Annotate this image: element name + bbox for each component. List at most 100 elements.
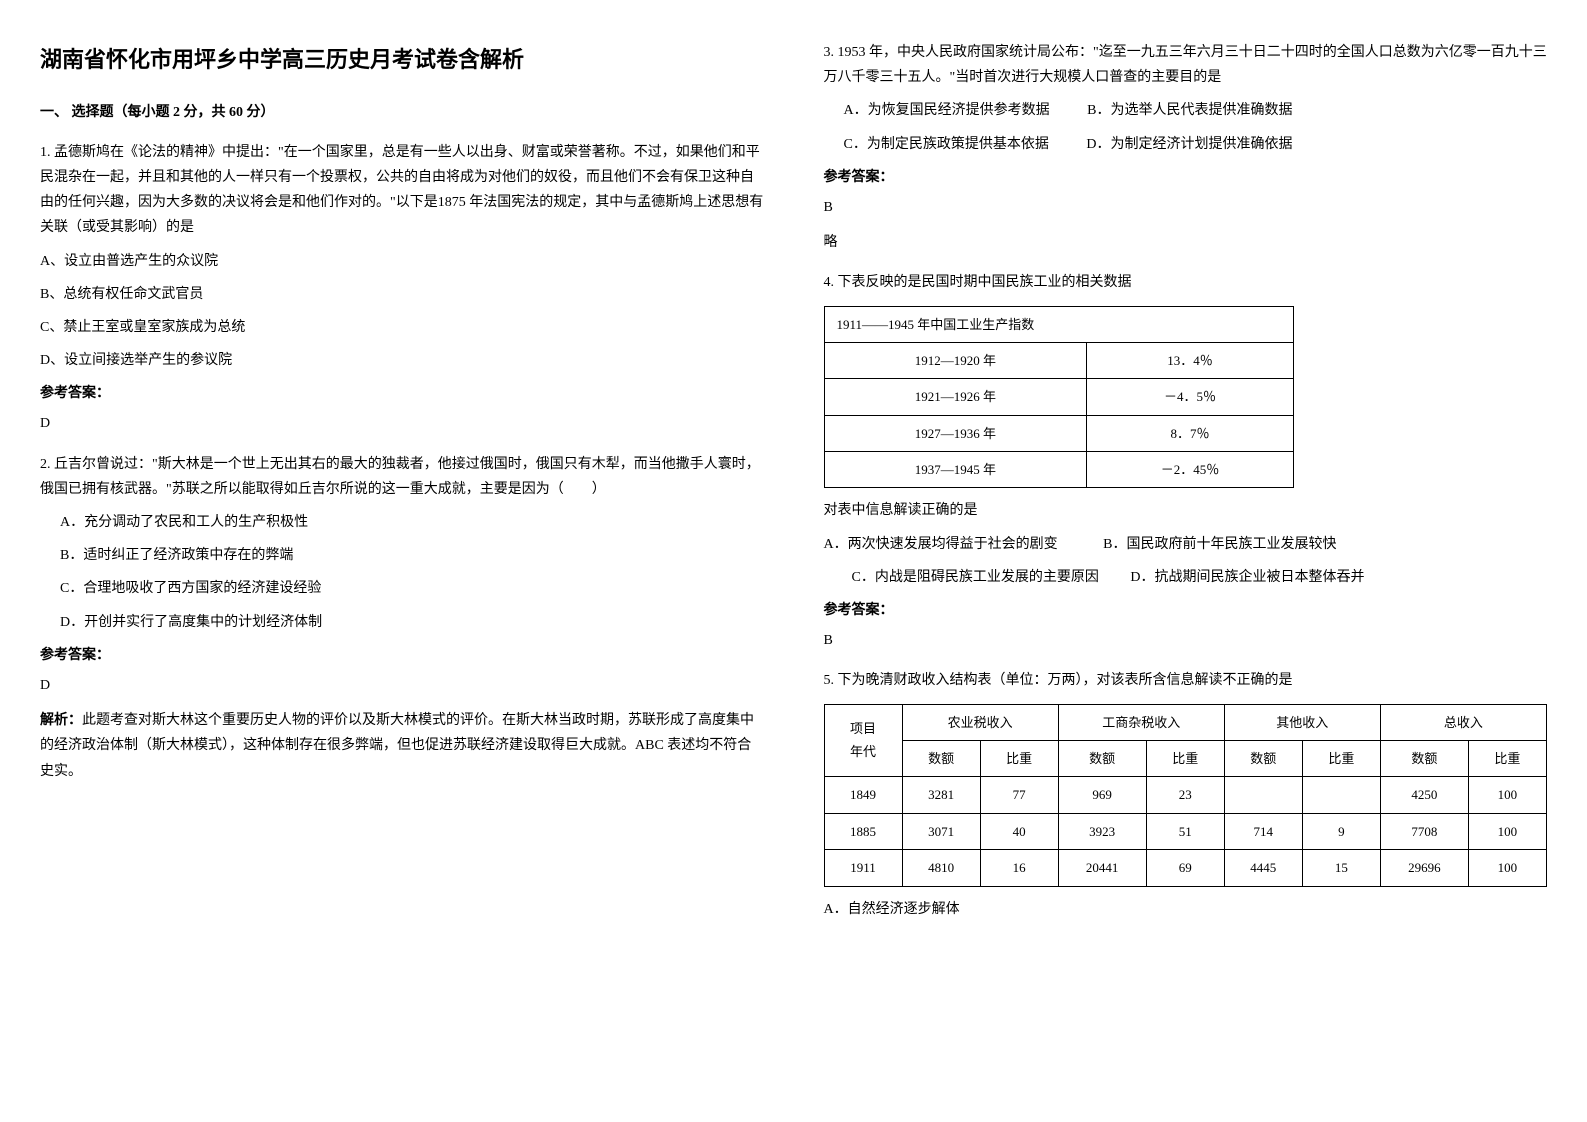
options-4-row2: C．内战是阻碍民族工业发展的主要原因 D．抗战期间民族企业被日本整体吞并 bbox=[824, 565, 1548, 590]
table-q5-r1-v7: 7708 bbox=[1380, 813, 1468, 849]
question-3: 3. 1953 年，中央人民政府国家统计局公布："迄至一九五三年六月三十日二十四… bbox=[824, 40, 1548, 255]
table-q4-title: 1911——1945 年中国工业生产指数 bbox=[824, 306, 1293, 342]
option-1a: A、设立由普选产生的众议院 bbox=[40, 249, 764, 274]
table-q5-h-col2: 农业税收入 bbox=[902, 704, 1058, 740]
table-q5-r0-v7: 4250 bbox=[1380, 777, 1468, 813]
question-5-text: 5. 下为晚清财政收入结构表（单位：万两），对该表所含信息解读不正确的是 bbox=[824, 668, 1548, 693]
table-q5-r2-v8: 100 bbox=[1468, 850, 1546, 886]
question-4-subtext: 对表中信息解读正确的是 bbox=[824, 498, 1548, 523]
answer-3-note: 略 bbox=[824, 230, 1548, 255]
table-q5-r2-v2: 16 bbox=[980, 850, 1058, 886]
table-q4-row-1: 1921—1926 年 －4．5％ bbox=[824, 379, 1293, 415]
answer-3-label: 参考答案： bbox=[824, 165, 1548, 190]
table-q5-h-col1-top: 项目 bbox=[837, 717, 890, 740]
table-q5-row-2: 1911 4810 16 20441 69 4445 15 29696 100 bbox=[824, 850, 1547, 886]
table-q5-r1-v4: 51 bbox=[1146, 813, 1224, 849]
option-4b: B．国民政府前十年民族工业发展较快 bbox=[1103, 537, 1336, 552]
table-q4-r2-value: 8．7％ bbox=[1087, 415, 1294, 451]
table-q5-r1-v5: 714 bbox=[1224, 813, 1302, 849]
table-q5-r0-v4: 23 bbox=[1146, 777, 1224, 813]
answer-3: B bbox=[824, 195, 1548, 220]
table-q5-r1-v6: 9 bbox=[1302, 813, 1380, 849]
option-5a: A．自然经济逐步解体 bbox=[824, 897, 1548, 922]
question-5: 5. 下为晚清财政收入结构表（单位：万两），对该表所含信息解读不正确的是 项目 … bbox=[824, 668, 1548, 921]
table-q5-sh-c7: 数额 bbox=[1380, 740, 1468, 776]
table-q5-h-col1-bottom: 年代 bbox=[837, 740, 890, 763]
explanation-2: 解析：此题考查对斯大林这个重要历史人物的评价以及斯大林模式的评价。在斯大林当政时… bbox=[40, 708, 764, 784]
table-q5-row-1: 1885 3071 40 3923 51 714 9 7708 100 bbox=[824, 813, 1547, 849]
table-q5-sh-c1: 数额 bbox=[902, 740, 980, 776]
explanation-2-label: 解析： bbox=[40, 713, 82, 728]
table-q5-sh-c8: 比重 bbox=[1468, 740, 1546, 776]
table-q4-r3-value: －2．45％ bbox=[1087, 452, 1294, 488]
table-q5-sh-c3: 数额 bbox=[1058, 740, 1146, 776]
explanation-2-text: 此题考查对斯大林这个重要历史人物的评价以及斯大林模式的评价。在斯大林当政时期，苏… bbox=[40, 713, 754, 778]
table-q4-title-row: 1911——1945 年中国工业生产指数 bbox=[824, 306, 1293, 342]
option-3c: C．为制定民族政策提供基本依据 bbox=[844, 137, 1049, 152]
table-q5-sh-c4: 比重 bbox=[1146, 740, 1224, 776]
option-4a: A．两次快速发展均得益于社会的剧变 bbox=[824, 537, 1058, 552]
table-q4-r1-period: 1921—1926 年 bbox=[824, 379, 1087, 415]
table-q5-r2-v3: 20441 bbox=[1058, 850, 1146, 886]
table-q5-r2-v5: 4445 bbox=[1224, 850, 1302, 886]
table-q5-r0-v2: 77 bbox=[980, 777, 1058, 813]
table-q5-r2-v7: 29696 bbox=[1380, 850, 1468, 886]
table-q5-r1-v1: 3071 bbox=[902, 813, 980, 849]
table-q5-r0-year: 1849 bbox=[824, 777, 902, 813]
options-3-row1: A．为恢复国民经济提供参考数据 B．为选举人民代表提供准确数据 bbox=[824, 98, 1548, 123]
option-3d: D．为制定经济计划提供准确依据 bbox=[1086, 137, 1292, 152]
answer-4-label: 参考答案： bbox=[824, 598, 1548, 623]
table-q5-r2-v4: 69 bbox=[1146, 850, 1224, 886]
option-3b: B．为选举人民代表提供准确数据 bbox=[1087, 103, 1292, 118]
table-q5-r0-v1: 3281 bbox=[902, 777, 980, 813]
option-2b: B．适时纠正了经济政策中存在的弊端 bbox=[60, 543, 764, 568]
table-q4-row-0: 1912—1920 年 13．4％ bbox=[824, 342, 1293, 378]
table-q5-row-0: 1849 3281 77 969 23 4250 100 bbox=[824, 777, 1547, 813]
table-q5-sh-c6: 比重 bbox=[1302, 740, 1380, 776]
page-title: 湖南省怀化市用坪乡中学高三历史月考试卷含解析 bbox=[40, 40, 764, 80]
question-2: 2. 丘吉尔曾说过："斯大林是一个世上无出其右的最大的独裁者，他接过俄国时，俄国… bbox=[40, 452, 764, 784]
answer-1: D bbox=[40, 411, 764, 436]
answer-2: D bbox=[40, 673, 764, 698]
table-q5-r1-v2: 40 bbox=[980, 813, 1058, 849]
option-2d: D．开创并实行了高度集中的计划经济体制 bbox=[60, 610, 764, 635]
option-2a: A．充分调动了农民和工人的生产积极性 bbox=[60, 510, 764, 535]
table-q5-h-col1: 项目 年代 bbox=[824, 704, 902, 777]
question-3-text: 3. 1953 年，中央人民政府国家统计局公布："迄至一九五三年六月三十日二十四… bbox=[824, 40, 1548, 90]
table-q5-r0-v6 bbox=[1302, 777, 1380, 813]
option-4c: C．内战是阻碍民族工业发展的主要原因 bbox=[852, 570, 1099, 585]
question-1-text: 1. 孟德斯鸠在《论法的精神》中提出："在一个国家里，总是有一些人以出身、财富或… bbox=[40, 140, 764, 241]
option-3a: A．为恢复国民经济提供参考数据 bbox=[844, 103, 1050, 118]
table-q4-row-3: 1937—1945 年 －2．45％ bbox=[824, 452, 1293, 488]
table-q5-sh-c5: 数额 bbox=[1224, 740, 1302, 776]
table-q5-subheader-row: 数额 比重 数额 比重 数额 比重 数额 比重 bbox=[824, 740, 1547, 776]
table-q5-r1-year: 1885 bbox=[824, 813, 902, 849]
table-q5-r1-v8: 100 bbox=[1468, 813, 1546, 849]
option-1d: D、设立间接选举产生的参议院 bbox=[40, 348, 764, 373]
table-q5-r2-v6: 15 bbox=[1302, 850, 1380, 886]
option-2c: C．合理地吸收了西方国家的经济建设经验 bbox=[60, 576, 764, 601]
options-3-row2: C．为制定民族政策提供基本依据 D．为制定经济计划提供准确依据 bbox=[824, 132, 1548, 157]
question-1: 1. 孟德斯鸠在《论法的精神》中提出："在一个国家里，总是有一些人以出身、财富或… bbox=[40, 140, 764, 437]
table-q5-r0-v5 bbox=[1224, 777, 1302, 813]
question-2-text: 2. 丘吉尔曾说过："斯大林是一个世上无出其右的最大的独裁者，他接过俄国时，俄国… bbox=[40, 452, 764, 502]
answer-1-label: 参考答案： bbox=[40, 381, 764, 406]
table-q5-h-col3: 工商杂税收入 bbox=[1058, 704, 1224, 740]
table-q4-row-2: 1927—1936 年 8．7％ bbox=[824, 415, 1293, 451]
answer-2-label: 参考答案： bbox=[40, 643, 764, 668]
section-header: 一、 选择题（每小题 2 分，共 60 分） bbox=[40, 100, 764, 125]
table-q5-r2-year: 1911 bbox=[824, 850, 902, 886]
table-q5-sh-c2: 比重 bbox=[980, 740, 1058, 776]
table-q4-r3-period: 1937—1945 年 bbox=[824, 452, 1087, 488]
table-q5-r0-v3: 969 bbox=[1058, 777, 1146, 813]
table-q4-r2-period: 1927—1936 年 bbox=[824, 415, 1087, 451]
table-q5-h-col5: 总收入 bbox=[1380, 704, 1546, 740]
option-1c: C、禁止王室或皇室家族成为总统 bbox=[40, 315, 764, 340]
question-4-text: 4. 下表反映的是民国时期中国民族工业的相关数据 bbox=[824, 270, 1548, 295]
table-q5-r0-v8: 100 bbox=[1468, 777, 1546, 813]
option-4d: D．抗战期间民族企业被日本整体吞并 bbox=[1130, 570, 1364, 585]
options-4-row1: A．两次快速发展均得益于社会的剧变 B．国民政府前十年民族工业发展较快 bbox=[824, 532, 1548, 557]
table-q4: 1911——1945 年中国工业生产指数 1912—1920 年 13．4％ 1… bbox=[824, 306, 1294, 489]
table-q5: 项目 年代 农业税收入 工商杂税收入 其他收入 总收入 数额 比重 数额 比重 … bbox=[824, 704, 1548, 887]
table-q5-header-row: 项目 年代 农业税收入 工商杂税收入 其他收入 总收入 bbox=[824, 704, 1547, 740]
